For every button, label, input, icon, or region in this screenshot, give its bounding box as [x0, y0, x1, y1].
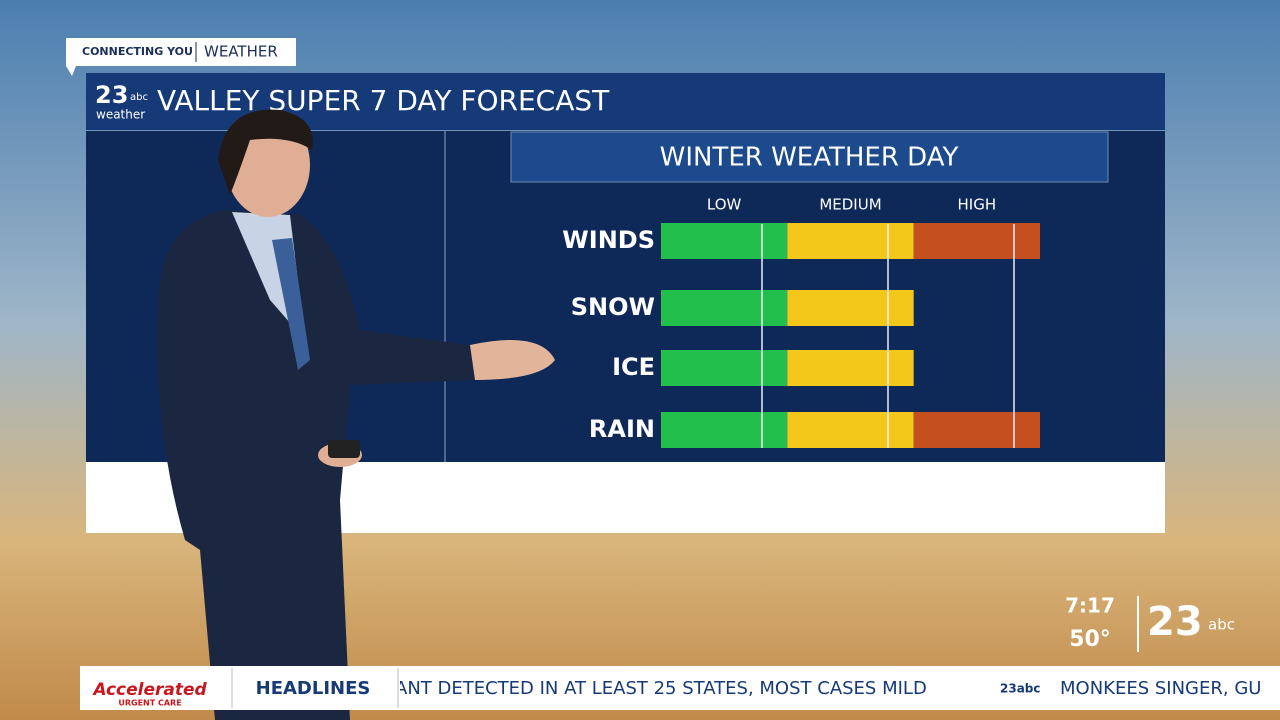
bar-segment — [787, 223, 914, 259]
tag-box — [66, 38, 296, 66]
x-tick-label: MEDIUM — [819, 196, 881, 214]
chart-title: WINTER WEATHER DAY — [660, 143, 959, 173]
bar-segment — [787, 350, 914, 386]
level-dividers — [761, 224, 1015, 448]
bar-segment — [661, 412, 788, 448]
chart: LOW MEDIUM HIGH WINDS SNOW ICE RAIN — [562, 196, 1040, 448]
status-logo-sub: abc — [1208, 616, 1235, 634]
tag-left: CONNECTING YOU — [82, 45, 193, 58]
bar-segment — [913, 412, 1040, 448]
header-logo: 23 — [95, 81, 128, 109]
bar-segment — [661, 350, 788, 386]
y-tick-label: SNOW — [571, 293, 655, 321]
status-logo: 23 — [1147, 599, 1203, 645]
ticker-item: ANT DETECTED IN AT LEAST 25 STATES, MOST… — [395, 678, 927, 699]
header-logo-sub: abc — [130, 92, 148, 103]
ticker-bar — [80, 666, 1280, 710]
y-tick-label: RAIN — [589, 415, 655, 443]
sponsor-sub: URGENT CARE — [118, 699, 181, 708]
x-tick-label: HIGH — [958, 196, 997, 214]
bar-segment — [661, 223, 788, 259]
bar-segment — [913, 223, 1040, 259]
ticker-label: HEADLINES — [256, 678, 371, 699]
presenter — [157, 109, 555, 720]
bar-segment — [661, 290, 788, 326]
chart-title-box — [510, 131, 1109, 183]
sponsor: Accelerated — [91, 680, 207, 700]
ticker-separator: 23abc — [1000, 682, 1041, 696]
header-title: VALLEY SUPER 7 DAY FORECAST — [157, 84, 610, 117]
y-tick-label: ICE — [612, 353, 655, 381]
bar-segment — [787, 290, 914, 326]
x-tick-label: LOW — [707, 196, 742, 214]
header-logo-caption: weather — [96, 108, 145, 122]
y-tick-label: WINDS — [562, 226, 655, 254]
tag-right: WEATHER — [204, 43, 278, 61]
tag-pointer — [66, 66, 76, 76]
temperature: 50° — [1069, 627, 1111, 652]
time: 7:17 — [1065, 594, 1115, 618]
bar-segment — [787, 412, 914, 448]
ticker-item: MONKEES SINGER, GU — [1060, 678, 1261, 699]
ticker-window: ANT DETECTED IN AT LEAST 25 STATES, MOST… — [395, 678, 1261, 699]
